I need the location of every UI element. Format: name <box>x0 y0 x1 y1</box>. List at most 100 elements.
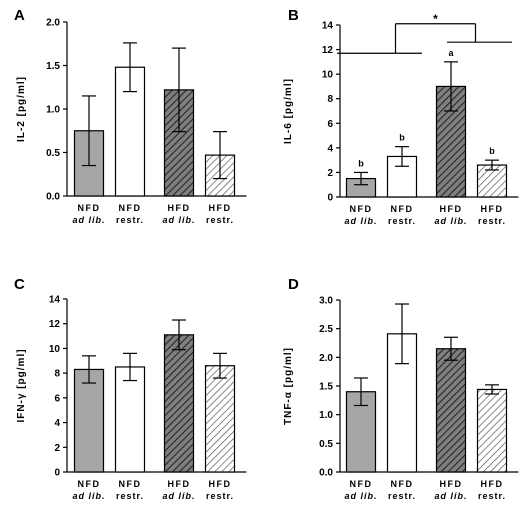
error-bar <box>354 171 368 186</box>
x-tick-sublabel: restr. <box>206 215 234 225</box>
y-tick-label: 4 <box>327 143 333 154</box>
significance-bracket <box>337 23 512 54</box>
y-axis-label: IL-2 [pg/ml] <box>16 76 27 142</box>
significance-letter: b <box>358 158 364 168</box>
x-tick-sublabel: ad lib. <box>344 216 377 226</box>
y-tick-label: 14 <box>322 21 334 32</box>
y-tick-label: 14 <box>49 295 61 306</box>
error-bar <box>82 355 96 384</box>
x-tick-label: HFD <box>481 204 504 214</box>
x-tick-label: NFD <box>119 203 142 213</box>
x-tick-label: NFD <box>350 204 373 214</box>
y-tick-label: 0.5 <box>319 439 333 450</box>
significance-star: * <box>433 12 438 26</box>
y-tick-label: 0.0 <box>319 468 333 479</box>
error-bar <box>444 336 458 361</box>
x-tick-label: HFD <box>440 204 463 214</box>
y-tick-label: 12 <box>322 45 334 56</box>
x-tick-sublabel: restr. <box>478 216 506 226</box>
y-tick-label: 2.0 <box>46 18 60 29</box>
y-tick-label: 6 <box>327 119 333 130</box>
error-bar <box>172 47 186 133</box>
panel-letter: D <box>288 276 299 293</box>
error-bar <box>444 61 458 112</box>
y-tick-label: 8 <box>327 94 333 105</box>
x-tick-label: HFD <box>440 479 463 489</box>
chart-panels: A IL-2 [pg/ml] 0.0 0.5 1.0 1.5 2.0 NFD ad lib. NF… <box>14 7 519 501</box>
error-bar <box>82 95 96 167</box>
y-tick-label: 6 <box>54 393 60 404</box>
x-tick-sublabel: restr. <box>388 216 416 226</box>
panel-letter: C <box>14 276 25 293</box>
x-tick-sublabel: ad lib. <box>162 215 195 225</box>
y-tick-label: 0 <box>327 193 333 204</box>
significance-letter: b <box>489 146 495 156</box>
x-tick-sublabel: restr. <box>388 491 416 501</box>
error-bar <box>485 384 499 395</box>
bar-hfd-ad-lib <box>435 348 467 473</box>
y-tick-label: 8 <box>54 369 60 380</box>
x-tick-label: NFD <box>391 204 414 214</box>
x-tick-label: NFD <box>78 203 101 213</box>
x-tick-sublabel: restr. <box>116 215 144 225</box>
x-tick-sublabel: ad lib. <box>72 215 105 225</box>
error-bar <box>354 377 368 407</box>
x-tick-sublabel: ad lib. <box>72 491 105 501</box>
y-tick-label: 12 <box>49 319 61 330</box>
y-tick-label: 1.0 <box>319 410 333 421</box>
y-tick-label: 2 <box>54 443 60 454</box>
x-tick-label: NFD <box>119 479 142 489</box>
y-tick-label: 2 <box>327 168 333 179</box>
y-tick-label: 10 <box>322 70 334 81</box>
error-bar <box>123 42 137 93</box>
y-tick-label: 10 <box>49 344 61 355</box>
y-tick-label: 2.5 <box>319 324 333 335</box>
y-axis-label: TNF-α [pg/ml] <box>283 347 294 425</box>
x-tick-sublabel: ad lib. <box>434 491 467 501</box>
x-tick-sublabel: restr. <box>116 491 144 501</box>
y-tick-label: 0.0 <box>46 192 60 203</box>
bar-nfd-restr <box>114 366 146 473</box>
x-tick-label: NFD <box>350 479 373 489</box>
x-tick-sublabel: ad lib. <box>434 216 467 226</box>
error-bar <box>172 319 186 351</box>
panel-a: A IL-2 [pg/ml] 0.0 0.5 1.0 1.5 2.0 NFD ad lib. NF… <box>14 7 247 225</box>
x-tick-sublabel: ad lib. <box>344 491 377 501</box>
x-tick-label: HFD <box>209 203 232 213</box>
y-tick-label: 4 <box>54 418 60 429</box>
y-tick-label: 1.5 <box>46 61 60 72</box>
panel-letter: B <box>288 7 299 24</box>
significance-letter: a <box>448 48 454 58</box>
error-bar <box>213 352 227 379</box>
y-axis-label: IFN-γ [pg/ml] <box>16 348 27 422</box>
y-tick-label: 3.0 <box>319 296 333 307</box>
x-tick-label: NFD <box>78 479 101 489</box>
y-tick-label: 0.5 <box>46 148 60 159</box>
y-tick-label: 0 <box>54 468 60 479</box>
y-tick-label: 1.0 <box>46 105 60 116</box>
panel-c: C IFN-γ [pg/ml] 0 2 4 6 8 10 12 14 NFD ad lib. NFD re… <box>14 276 247 501</box>
error-bar <box>123 352 137 382</box>
bar-nfd-ad-lib <box>73 368 105 473</box>
x-tick-sublabel: restr. <box>478 491 506 501</box>
x-tick-label: HFD <box>168 479 191 489</box>
panel-b: B IL-6 [pg/ml] 0 2 4 6 8 10 12 14 NFD ad lib. b NFD re… <box>283 7 519 226</box>
significance-letter: b <box>399 133 405 143</box>
bar-hfd-restr <box>476 388 508 473</box>
x-tick-label: HFD <box>209 479 232 489</box>
x-tick-label: NFD <box>391 479 414 489</box>
x-tick-sublabel: restr. <box>206 491 234 501</box>
x-tick-label: HFD <box>481 479 504 489</box>
y-tick-label: 1.5 <box>319 382 333 393</box>
error-bar <box>395 303 409 365</box>
y-tick-label: 2.0 <box>319 353 333 364</box>
y-axis-label: IL-6 [pg/ml] <box>283 78 294 144</box>
bar-hfd-ad-lib <box>163 334 195 473</box>
error-bar <box>213 131 227 180</box>
x-tick-label: HFD <box>168 203 191 213</box>
bar-hfd-restr <box>204 365 236 473</box>
panel-letter: A <box>14 7 25 24</box>
panel-d: D TNF-α [pg/ml] 0.0 0.5 1.0 1.5 2.0 2.5 3.0 NFD ad… <box>283 276 519 501</box>
error-bar <box>485 159 499 171</box>
